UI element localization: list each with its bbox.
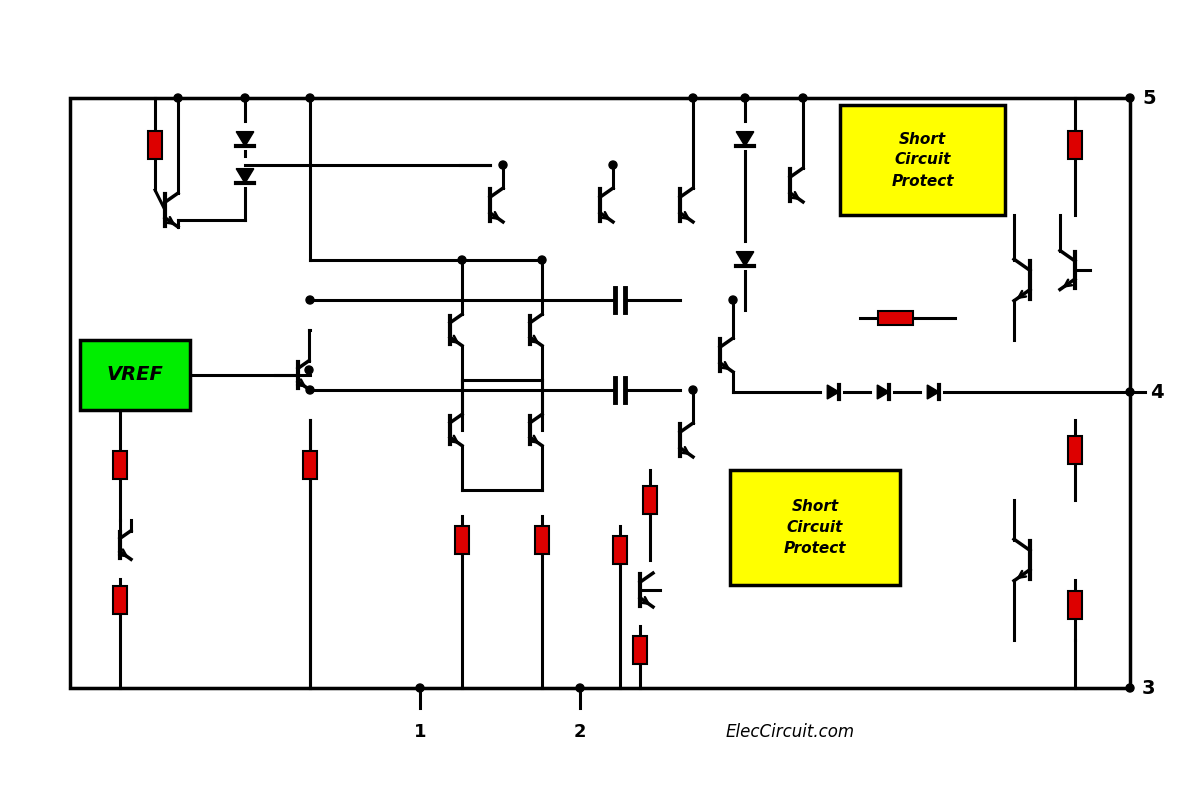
Text: Short
Circuit
Protect: Short Circuit Protect: [892, 131, 954, 189]
Bar: [113, 586, 127, 614]
Circle shape: [576, 684, 584, 692]
Circle shape: [458, 256, 466, 264]
Polygon shape: [827, 385, 839, 399]
Text: 2: 2: [574, 723, 587, 741]
Circle shape: [306, 386, 314, 394]
Circle shape: [799, 94, 808, 102]
Text: 5: 5: [1142, 88, 1156, 108]
Bar: [302, 451, 317, 479]
Circle shape: [610, 161, 617, 169]
Bar: [613, 536, 628, 564]
Circle shape: [689, 94, 697, 102]
Polygon shape: [877, 385, 889, 399]
Circle shape: [499, 161, 508, 169]
Bar: [70, 98, 1130, 688]
Circle shape: [174, 94, 182, 102]
Bar: [1068, 436, 1082, 464]
Bar: [877, 311, 912, 325]
Circle shape: [306, 94, 314, 102]
Bar: [730, 470, 900, 585]
Circle shape: [742, 94, 749, 102]
Polygon shape: [236, 131, 254, 146]
Text: 1: 1: [414, 723, 426, 741]
Text: Short
Circuit
Protect: Short Circuit Protect: [784, 499, 846, 556]
Bar: [634, 636, 647, 664]
Bar: [80, 340, 190, 410]
Text: VREF: VREF: [107, 365, 163, 385]
Polygon shape: [737, 131, 754, 146]
Bar: [535, 526, 550, 554]
Bar: [1068, 591, 1082, 619]
Bar: [148, 131, 162, 159]
Bar: [1068, 131, 1082, 159]
Circle shape: [1126, 684, 1134, 692]
Polygon shape: [737, 252, 754, 266]
Text: 4: 4: [1150, 382, 1164, 401]
Circle shape: [305, 366, 313, 374]
Polygon shape: [928, 385, 940, 399]
Bar: [455, 526, 469, 554]
Bar: [840, 105, 1006, 215]
Circle shape: [689, 386, 697, 394]
Circle shape: [416, 684, 424, 692]
Circle shape: [306, 296, 314, 304]
Circle shape: [1126, 388, 1134, 396]
Circle shape: [730, 296, 737, 304]
Bar: [113, 451, 127, 479]
Circle shape: [241, 94, 250, 102]
Circle shape: [538, 256, 546, 264]
Bar: [643, 486, 658, 514]
Polygon shape: [236, 168, 254, 183]
Text: ElecCircuit.com: ElecCircuit.com: [726, 723, 854, 741]
Text: 3: 3: [1142, 678, 1156, 697]
Circle shape: [1126, 94, 1134, 102]
